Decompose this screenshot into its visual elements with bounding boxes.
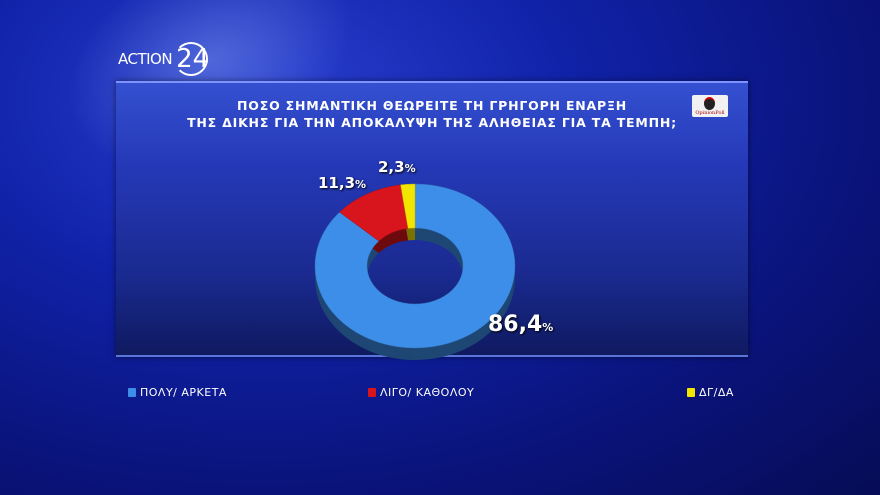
- title-line-2: ΤΗΣ ΔΙΚΗΣ ΓΙΑ ΤΗΝ ΑΠΟΚΑΛΥΨΗ ΤΗΣ ΑΛΗΘΕΙΑΣ…: [187, 115, 677, 130]
- legend-swatch: [687, 388, 695, 397]
- logo-text: ACTION: [118, 50, 173, 68]
- logo-number: 24: [174, 42, 210, 76]
- legend-swatch: [128, 388, 136, 397]
- title-line-1: ΠΟΣΟ ΣΗΜΑΝΤΙΚΗ ΘΕΩΡΕΙΤΕ ΤΗ ΓΡΗΓΟΡΗ ΕΝΑΡΞ…: [237, 98, 627, 113]
- legend-item-2: ΔΓ/ΔΑ: [687, 386, 734, 399]
- slice-0: [314, 183, 516, 349]
- pollster-logo: OpinionPoll: [692, 95, 728, 117]
- legend-swatch: [368, 388, 376, 397]
- chart-title: ΠΟΣΟ ΣΗΜΑΝΤΙΚΗ ΘΕΩΡΕΙΤΕ ΤΗ ΓΡΗΓΟΡΗ ΕΝΑΡΞ…: [116, 97, 748, 131]
- legend-item-0: ΠΟΛΥ/ ΑΡΚΕΤΑ: [128, 386, 227, 399]
- data-label-2: 2,3%: [378, 158, 416, 176]
- slice-2: [400, 183, 416, 229]
- legend-item-1: ΛΙΓΟ/ ΚΑΘΟΛΟΥ: [368, 386, 474, 399]
- data-label-0: 86,4%: [488, 312, 554, 337]
- chart-panel: ΠΟΣΟ ΣΗΜΑΝΤΙΚΗ ΘΕΩΡΕΙΤΕ ΤΗ ΓΡΗΓΟΡΗ ΕΝΑΡΞ…: [116, 81, 748, 357]
- data-label-1: 11,3%: [318, 174, 367, 192]
- channel-logo: ACTION 24: [118, 42, 210, 76]
